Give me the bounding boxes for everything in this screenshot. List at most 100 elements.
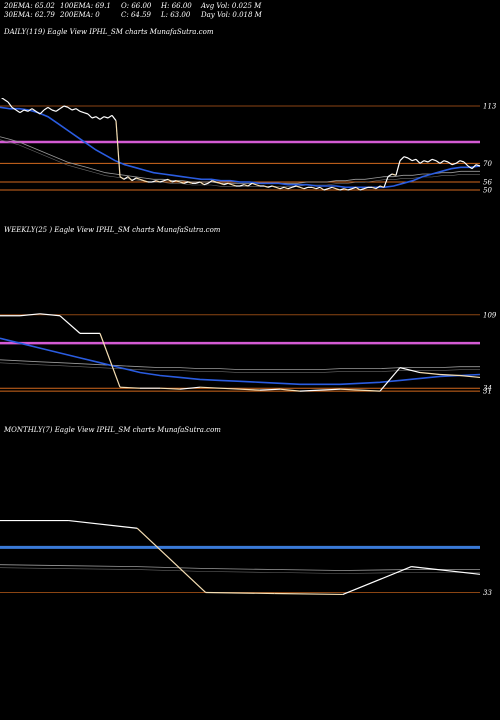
daily-price-segment-79 xyxy=(315,186,321,190)
daily-price-segment-31 xyxy=(123,176,129,180)
daily-price-segment-62 xyxy=(247,182,253,187)
header-ema200: 200EMA: 0 xyxy=(60,11,100,19)
daily-price-segment-118 xyxy=(471,164,477,170)
daily-price-segment-9 xyxy=(35,110,41,115)
daily-price-segment-38 xyxy=(151,180,157,183)
daily-price-segment-75 xyxy=(299,186,305,190)
daily-price-segment-114 xyxy=(455,160,461,164)
daily-price-segment-7 xyxy=(27,108,33,112)
monthly-ema-grey-line xyxy=(0,564,480,571)
weekly-price-segment-12 xyxy=(239,388,261,391)
daily-price-segment-69 xyxy=(275,186,281,190)
header-day-vol: Day Vol: 0.018 M xyxy=(201,11,262,19)
daily-price-segment-102 xyxy=(407,157,413,162)
header-close: C: 64.59 xyxy=(121,11,151,19)
monthly-price-segment-3 xyxy=(205,591,275,595)
daily-price-segment-99 xyxy=(395,160,401,176)
monthly-price-segment-2 xyxy=(136,527,207,593)
daily-price-segment-96 xyxy=(383,176,389,188)
daily-price-segment-64 xyxy=(255,184,261,187)
daily-price-segment-81 xyxy=(323,188,329,191)
monthly-price-segment-5 xyxy=(342,566,412,596)
daily-price-segment-43 xyxy=(171,180,177,183)
daily-price-segment-1 xyxy=(3,98,9,103)
daily-price-segment-107 xyxy=(427,158,433,163)
daily-price-segment-35 xyxy=(139,178,145,182)
daily-price-segment-68 xyxy=(271,185,277,188)
daily-price-segment-78 xyxy=(311,186,317,190)
daily-price-segment-2 xyxy=(7,101,13,108)
weekly-price-segment-16 xyxy=(319,388,341,391)
weekly-price-segment-23 xyxy=(459,374,481,379)
weekly-ema-grey-line xyxy=(0,359,480,370)
daily-price-segment-52 xyxy=(207,180,213,184)
daily-panel-label: DAILY(119) Eagle View IPHL_SM charts Mun… xyxy=(4,28,214,36)
weekly-price-segment-18 xyxy=(359,389,381,392)
daily-price-segment-18 xyxy=(71,108,77,111)
daily-price-segment-83 xyxy=(331,186,337,190)
daily-price-segment-32 xyxy=(127,176,133,182)
daily-price-segment-112 xyxy=(447,161,453,166)
daily-price-segment-110 xyxy=(439,160,445,164)
daily-price-segment-20 xyxy=(79,110,85,114)
daily-price-segment-12 xyxy=(47,106,53,111)
daily-price-segment-17 xyxy=(67,106,73,111)
daily-price-segment-26 xyxy=(103,116,109,119)
daily-price-segment-25 xyxy=(99,116,105,120)
header-avg-vol: Avg Vol: 0.025 M xyxy=(201,2,262,10)
daily-ema-grey-line xyxy=(0,136,480,184)
daily-price-segment-22 xyxy=(87,113,93,119)
daily-price-segment-54 xyxy=(215,181,221,184)
weekly-price-segment-17 xyxy=(339,388,361,391)
daily-price-segment-40 xyxy=(159,180,165,183)
daily-price-segment-13 xyxy=(51,109,57,112)
daily-price-segment-84 xyxy=(335,188,341,191)
daily-price-segment-29 xyxy=(115,120,121,177)
daily-level-label-2: 56 xyxy=(483,179,492,187)
weekly-price-segment-21 xyxy=(419,371,441,376)
daily-price-segment-46 xyxy=(183,181,189,184)
daily-price-segment-50 xyxy=(199,181,205,186)
daily-price-segment-66 xyxy=(263,185,269,188)
daily-price-segment-91 xyxy=(363,186,369,190)
daily-price-segment-63 xyxy=(251,182,257,186)
daily-price-segment-61 xyxy=(243,184,249,187)
header-ema20: 20EMA: 65.02 xyxy=(4,2,55,10)
daily-price-segment-95 xyxy=(379,185,385,188)
daily-price-segment-51 xyxy=(203,182,209,186)
daily-price-segment-53 xyxy=(211,180,217,183)
daily-price-segment-23 xyxy=(91,116,97,119)
daily-price-segment-14 xyxy=(55,108,61,112)
daily-price-segment-105 xyxy=(419,160,425,164)
daily-price-segment-115 xyxy=(459,160,465,163)
daily-price-segment-116 xyxy=(463,161,469,167)
daily-price-segment-30 xyxy=(119,176,125,180)
daily-price-segment-36 xyxy=(143,180,149,183)
daily-price-segment-93 xyxy=(371,186,377,190)
daily-price-segment-86 xyxy=(343,188,349,191)
weekly-price-segment-13 xyxy=(259,388,281,391)
daily-price-segment-111 xyxy=(443,160,449,163)
daily-ema-blue-line xyxy=(0,106,481,189)
daily-level-label-1: 70 xyxy=(483,160,492,168)
daily-price-segment-58 xyxy=(231,184,237,187)
weekly-level-label-2: 31 xyxy=(483,388,492,396)
daily-price-segment-101 xyxy=(403,156,409,159)
daily-price-segment-98 xyxy=(391,173,397,176)
daily-price-segment-88 xyxy=(351,186,357,190)
weekly-price-segment-14 xyxy=(279,388,301,392)
daily-price-segment-28 xyxy=(111,114,117,122)
weekly-price-segment-5 xyxy=(99,333,121,388)
daily-price-segment-100 xyxy=(399,156,405,162)
daily-price-segment-5 xyxy=(19,109,25,114)
daily-price-segment-106 xyxy=(423,160,429,163)
weekly-level-label-1: 34 xyxy=(483,385,492,393)
daily-price-segment-90 xyxy=(359,188,365,191)
daily-price-segment-104 xyxy=(415,158,421,164)
daily-price-segment-57 xyxy=(227,182,233,186)
daily-price-segment-24 xyxy=(95,116,101,120)
daily-price-segment-0 xyxy=(0,98,5,100)
header-ema100: 100EMA: 69.1 xyxy=(60,2,111,10)
